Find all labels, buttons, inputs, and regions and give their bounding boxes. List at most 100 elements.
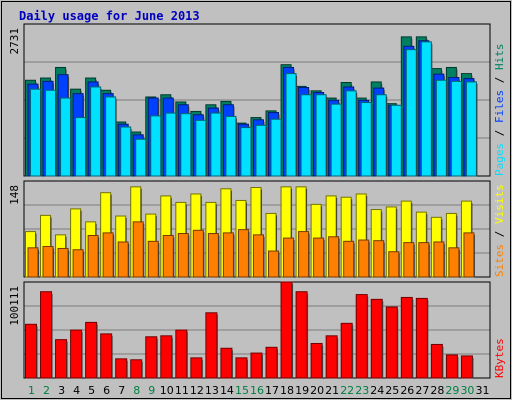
bar-sites-day-18	[283, 237, 295, 278]
bar-kbytes-day-9	[145, 336, 158, 379]
bar-pages-day-15	[240, 127, 252, 177]
bar-sites-day-1	[27, 247, 39, 278]
bar-kbytes-day-19	[295, 291, 308, 379]
bar-pages-day-17	[270, 118, 282, 177]
bar-kbytes-day-25	[385, 306, 398, 379]
bar-sites-day-19	[298, 231, 310, 278]
bar-kbytes-day-6	[100, 333, 113, 379]
bar-pages-day-28	[435, 79, 447, 177]
legend-entry-kbytes: KBytes	[493, 338, 506, 378]
bar-pages-day-29	[450, 80, 462, 177]
day-label-1: 1	[28, 384, 35, 397]
day-label-10: 10	[160, 384, 174, 397]
bar-sites-day-14	[222, 232, 234, 278]
bar-pages-day-19	[300, 94, 312, 177]
day-label-17: 17	[265, 384, 279, 397]
day-labels: 1 2 3 4 5 6 7 8 9 10 11 12 13 14 15 16 17 18 19 20 21 22 23 24 2…	[28, 384, 489, 397]
bar-pages-day-10	[165, 112, 177, 177]
bar-pages-day-27	[420, 41, 432, 177]
legend-visits-sites: Sites / Visits	[493, 184, 506, 277]
legend-entry-hits: Hits	[493, 44, 506, 71]
bar-sites-day-23	[358, 239, 370, 278]
day-label-18: 18	[280, 384, 294, 397]
bar-pages-day-6	[105, 96, 117, 177]
bar-pages-day-20	[315, 94, 327, 177]
bar-sites-day-26	[403, 242, 415, 278]
legend-entry-files: Files	[493, 90, 506, 123]
bar-pages-day-12	[195, 119, 207, 177]
day-label-23: 23	[355, 384, 369, 397]
bar-pages-day-23	[360, 102, 372, 177]
legend-hits-files-pages: Pages / Files / Hits	[493, 44, 506, 177]
legend-separator: /	[493, 123, 506, 143]
bar-sites-day-17	[268, 250, 280, 278]
legend-separator: /	[493, 224, 506, 244]
bar-pages-day-5	[90, 86, 102, 177]
bar-kbytes-day-13	[205, 312, 218, 379]
bar-pages-day-14	[225, 115, 237, 177]
bar-pages-day-18	[285, 73, 297, 177]
bar-pages-day-3	[60, 97, 72, 177]
legend-kbytes: KBytes	[493, 338, 506, 378]
bar-pages-day-26	[405, 49, 417, 177]
bar-sites-day-6	[102, 232, 114, 278]
series-sites	[27, 221, 475, 278]
legend-text: Sites / Visits	[493, 184, 506, 277]
legend-text: Pages / Files / Hits	[493, 44, 506, 177]
bar-kbytes-day-21	[325, 335, 338, 379]
bar-pages-day-1	[30, 88, 41, 177]
bar-kbytes-day-27	[415, 297, 428, 379]
legend-entry-pages: Pages	[493, 143, 506, 176]
day-label-3: 3	[58, 384, 65, 397]
bar-kbytes-day-26	[400, 296, 413, 379]
day-label-25: 25	[385, 384, 399, 397]
day-label-12: 12	[190, 384, 204, 397]
bar-kbytes-day-7	[115, 358, 128, 379]
day-label-7: 7	[118, 384, 125, 397]
day-label-29: 29	[445, 384, 459, 397]
bar-kbytes-day-1	[25, 323, 37, 379]
bar-pages-day-30	[465, 81, 477, 177]
bar-pages-day-13	[210, 112, 222, 177]
bar-sites-day-20	[313, 237, 325, 278]
bar-sites-day-16	[252, 234, 264, 278]
bar-sites-day-12	[192, 229, 204, 278]
bar-pages-day-4	[75, 117, 87, 177]
bar-sites-day-4	[72, 249, 84, 278]
bar-kbytes-day-3	[55, 339, 68, 379]
day-label-30: 30	[460, 384, 474, 397]
bar-kbytes-day-29	[445, 354, 458, 379]
day-label-19: 19	[295, 384, 309, 397]
bar-sites-day-7	[117, 241, 129, 278]
y-max-label: 100111	[8, 286, 21, 326]
bar-sites-day-3	[57, 247, 69, 278]
bar-pages-day-25	[390, 104, 402, 177]
bar-sites-day-10	[162, 234, 174, 278]
bar-pages-day-16	[255, 124, 267, 177]
bar-pages-day-2	[45, 89, 57, 177]
bar-sites-day-30	[463, 232, 475, 278]
chart-panels: 2731 Pages / Files / Hits 148 Sites / Visit…	[8, 23, 506, 379]
day-label-28: 28	[430, 384, 444, 397]
legend-entry-sites: Sites	[493, 244, 506, 277]
bar-kbytes-day-8	[130, 359, 143, 379]
legend-text: KBytes	[493, 338, 506, 378]
bar-pages-day-8	[135, 138, 147, 177]
day-label-11: 11	[175, 384, 189, 397]
bar-kbytes-day-10	[160, 335, 173, 379]
bar-kbytes-day-2	[40, 291, 53, 379]
day-label-5: 5	[88, 384, 95, 397]
bar-sites-day-28	[433, 241, 445, 278]
day-label-4: 4	[73, 384, 80, 397]
bar-sites-day-29	[448, 247, 460, 278]
bar-sites-day-13	[207, 233, 219, 278]
panel-visits-sites: 148 Sites / Visits	[8, 180, 506, 278]
bar-sites-day-21	[328, 236, 340, 278]
bar-sites-day-8	[132, 221, 144, 278]
day-label-14: 14	[220, 384, 234, 397]
bar-sites-day-24	[373, 240, 385, 278]
bar-kbytes-day-4	[70, 329, 83, 379]
bar-kbytes-day-30	[460, 355, 473, 379]
